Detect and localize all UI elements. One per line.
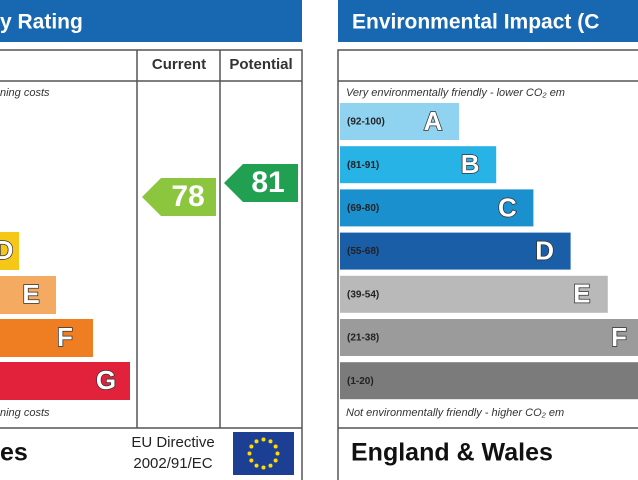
- band-range: (92-100): [347, 117, 385, 128]
- bottom-note: ning costs: [0, 407, 50, 419]
- star: [261, 465, 266, 470]
- potential-arrow: [224, 164, 298, 202]
- band-range: (81-91): [347, 160, 379, 171]
- band-range: (69-80): [347, 203, 379, 214]
- star: [254, 439, 259, 444]
- band: [340, 319, 638, 356]
- band-range: (55-68): [347, 246, 379, 257]
- directive: EU Directive: [131, 434, 214, 451]
- star: [273, 458, 278, 463]
- directive: 2002/91/EC: [133, 455, 212, 472]
- panel-title: Environmental Impact (C: [352, 11, 599, 34]
- band-letter: D: [535, 235, 554, 265]
- star: [268, 439, 273, 444]
- star: [275, 451, 280, 456]
- band: [0, 362, 130, 400]
- frame: [0, 49, 303, 480]
- star: [249, 444, 254, 449]
- bands: (92-100) A (81-91) B (69-80) C (55-68) D (39-54)…: [340, 103, 638, 400]
- band-letter: F: [611, 322, 627, 352]
- title-bar: [0, 0, 302, 42]
- energy-panel: y Rating Current Potential ning costs ni…: [0, 0, 303, 480]
- band-letter: A: [424, 106, 443, 136]
- band-letter: F: [57, 322, 73, 352]
- band-letter: B: [461, 149, 480, 179]
- environment-panel: Environmental Impact (C Very environment…: [337, 0, 638, 480]
- potential-rating: 81: [251, 166, 284, 199]
- band-letter: E: [573, 279, 590, 309]
- band-range: (21-38): [347, 333, 379, 344]
- band: [340, 362, 638, 400]
- band-letter: D: [0, 235, 13, 265]
- band: [0, 319, 93, 357]
- footer-region: es: [0, 439, 28, 467]
- band-range: (1-20): [347, 376, 374, 387]
- band-letter: C: [498, 192, 517, 222]
- band-letter: E: [22, 279, 39, 309]
- star: [254, 463, 259, 468]
- footer-region: England & Wales: [351, 439, 553, 467]
- band: [340, 103, 459, 140]
- star: [268, 463, 273, 468]
- star: [247, 451, 252, 456]
- band: [340, 146, 497, 184]
- band-range: (39-54): [347, 289, 379, 300]
- panel-title: y Rating: [0, 11, 83, 34]
- current-rating: 78: [171, 180, 204, 213]
- band: [340, 275, 608, 313]
- top-note: Very environmentally friendly - lower CO…: [346, 87, 565, 99]
- column-header: Potential: [229, 56, 292, 73]
- eu-stars: [247, 437, 280, 470]
- bottom-note: Not environmentally friendly - higher CO…: [346, 407, 564, 419]
- title-bar: [338, 0, 638, 42]
- band: [340, 232, 571, 270]
- top-note: ning costs: [0, 87, 50, 99]
- band-letter: G: [96, 365, 116, 395]
- current-arrow: [142, 178, 216, 216]
- frame: [337, 49, 638, 480]
- star: [261, 437, 266, 442]
- band: [340, 189, 534, 227]
- star: [249, 458, 254, 463]
- star: [273, 444, 278, 449]
- band: [0, 232, 19, 270]
- band: [0, 276, 56, 314]
- column-header: Current: [152, 56, 206, 73]
